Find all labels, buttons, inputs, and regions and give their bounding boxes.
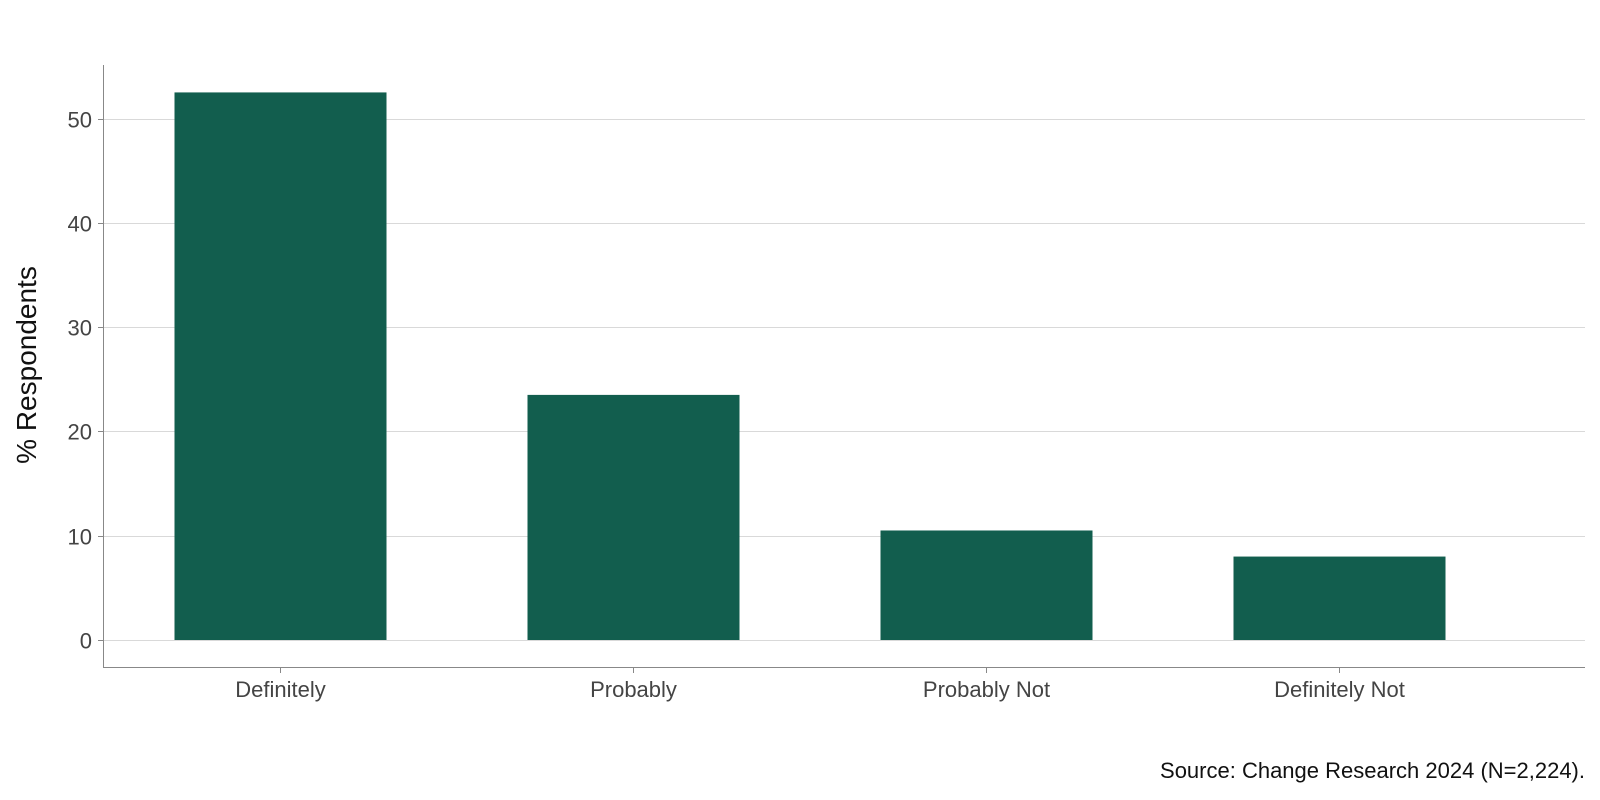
- y-tick-labels: 0 10 20 30 40 50: [68, 108, 104, 654]
- x-tick-labels: Definitely Probably Probably Not Definitely…: [235, 667, 1405, 702]
- y-tick-label: 40: [68, 212, 92, 237]
- bar: [174, 92, 387, 641]
- y-tick-label: 50: [68, 108, 92, 133]
- bars: [174, 92, 1446, 641]
- x-tick-label: Probably: [590, 677, 677, 702]
- axes: [103, 65, 1585, 668]
- bar: [1233, 556, 1446, 640]
- x-tick-label: Probably Not: [923, 677, 1050, 702]
- y-tick-label: 0: [80, 629, 92, 654]
- bar: [880, 530, 1093, 640]
- x-tick-label: Definitely: [235, 677, 325, 702]
- y-tick-label: 30: [68, 316, 92, 341]
- y-tick-label: 20: [68, 420, 92, 445]
- bar: [527, 394, 740, 640]
- source-note: Source: Change Research 2024 (N=2,224).: [1160, 758, 1585, 783]
- y-tick-label: 10: [68, 525, 92, 550]
- x-tick-label: Definitely Not: [1274, 677, 1405, 702]
- y-axis-title: % Respondents: [11, 266, 42, 464]
